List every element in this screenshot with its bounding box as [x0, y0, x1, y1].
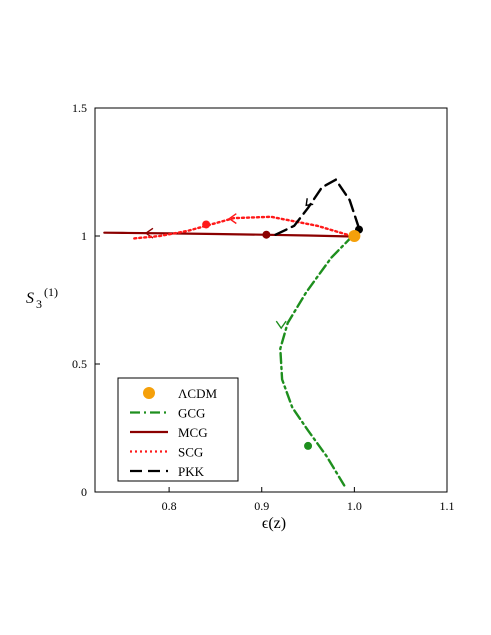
legend-label-scg: SCG: [178, 445, 203, 460]
legend-label-gcg: GCG: [178, 406, 205, 421]
legend-swatch-lcdm: [143, 387, 155, 399]
scg-marker: [202, 220, 211, 229]
pkk-line: [274, 178, 361, 238]
legend-label-mcg: MCG: [178, 425, 208, 440]
y-tick-label: 0.5: [72, 357, 87, 371]
y-tick-label: 1.5: [72, 101, 87, 115]
scg-arrow: [228, 213, 237, 225]
x-tick-label: 1.0: [347, 499, 362, 513]
y-tick-label: 0: [81, 485, 87, 499]
x-tick-label: 0.8: [162, 499, 177, 513]
y-axis-label-sub: 3: [36, 297, 42, 311]
scg-line: [130, 215, 353, 240]
y-axis-label-sup: (1): [44, 285, 58, 299]
gcg-arrow: [275, 320, 287, 330]
mcg-marker: [262, 230, 271, 239]
legend-items: ΛCDM GCG MCG SCG PKK: [130, 386, 217, 479]
legend: ΛCDM GCG MCG SCG PKK: [117, 377, 239, 482]
gcg-marker: [304, 441, 313, 450]
legend-box: [117, 377, 239, 482]
legend-label-lcdm: ΛCDM: [178, 386, 217, 401]
plot-frame: [94, 107, 448, 493]
pkk-arrow: [305, 198, 314, 207]
lcdm-point: [348, 230, 361, 242]
axis-ticks: 0.8 0.9 1.0 1.1 0 0.5 1 1.5: [72, 101, 455, 513]
x-tick-label: 1.1: [440, 499, 455, 513]
mcg-line: [103, 231, 353, 238]
x-axis-label: ϵ(z): [262, 515, 286, 532]
gcg-line: [279, 234, 354, 489]
legend-label-pkk: PKK: [178, 464, 205, 479]
y-axis-label: S 3 (1): [26, 285, 58, 311]
y-axis-label-main: S: [26, 290, 34, 307]
x-tick-label: 0.9: [254, 499, 269, 513]
series-layer: [103, 178, 363, 489]
y-tick-label: 1: [81, 229, 87, 243]
